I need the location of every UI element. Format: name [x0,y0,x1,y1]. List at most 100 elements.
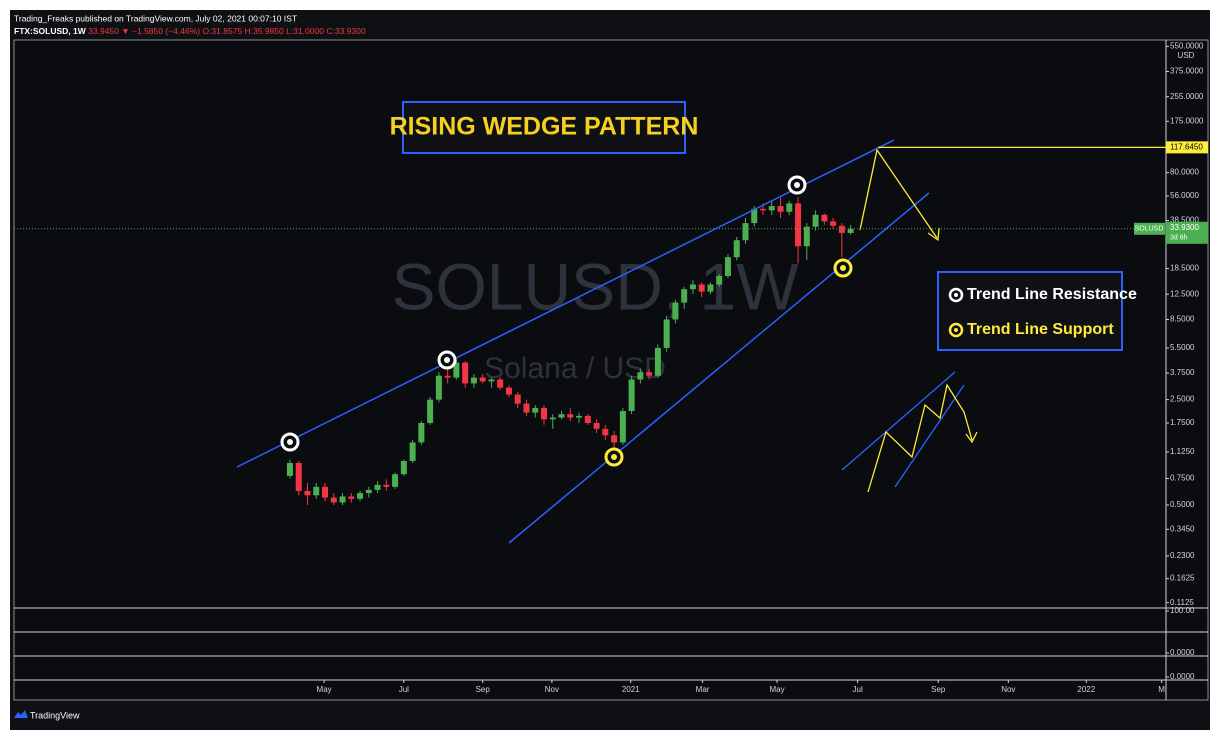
candle-body [479,377,486,382]
candle-body [742,223,749,241]
x-tick-label: Jul [399,685,409,694]
chart-title: RISING WEDGE PATTERN [390,113,699,141]
candle-body [295,462,302,491]
high: H:35.9850 [245,26,284,36]
publisher: Trading_Freaks published on TradingView.… [14,13,297,23]
candle-body [400,460,407,475]
low: L:31.0000 [286,26,324,36]
resistance-line [236,139,895,468]
y-tick-label: 550.0000 [1170,41,1204,50]
candle-body [453,362,460,378]
y-tick-label: 2.5000 [1170,395,1195,404]
candle-body [505,387,512,395]
y-tick-label: 12.5000 [1170,289,1199,298]
y-tick-label: 5.5000 [1170,343,1195,352]
resistance-touch [787,175,807,195]
symbol-tag [1134,222,1165,235]
candle-body [392,474,399,487]
y-tick-label: 0.1625 [1170,574,1195,583]
candle-body [707,284,714,292]
candle-body [654,347,661,376]
y-tick-label: 0.2300 [1170,551,1195,560]
candle-body [409,442,416,461]
y-tick-label: 0.5000 [1170,500,1195,509]
y-tick-label: 1.1250 [1170,447,1195,456]
candle-body [558,414,565,418]
x-tick-label: M [1158,685,1165,694]
candle-body [427,399,434,423]
pane-tick-label: 0.0000 [1170,648,1195,657]
x-tick-label: Jul [853,685,863,694]
price-unit: USD [1178,51,1195,60]
y-tick-label: 1.7500 [1170,418,1195,427]
candle-body [576,415,583,418]
candle-body [357,493,364,499]
target-tag [1166,141,1208,154]
x-tick-label: Nov [545,685,559,694]
candle-body [838,225,845,233]
close: C:33.9300 [326,26,365,36]
candle-body [313,486,320,496]
footer-brand: TradingView [30,710,80,720]
candle-body [584,415,591,423]
symbol: FTX:SOLUSD, 1W [14,26,87,36]
candle-body [786,203,793,212]
y-tick-label: 3.7500 [1170,368,1195,377]
candle-body [304,490,311,496]
x-tick-label: Nov [1001,685,1015,694]
last-price-tag [1166,221,1208,244]
arrow-head [927,227,940,242]
y-tick-label: 0.7500 [1170,474,1195,483]
candle-body [602,428,609,436]
watermark-subtitle: Solana / USD [484,352,666,385]
footer: TradingView [14,710,80,720]
pane-tick-label: 100.00 [1170,606,1195,615]
candle-body [724,257,731,277]
x-tick-label: Sep [931,685,946,694]
candle-body [374,484,381,490]
candle-body [619,411,626,443]
candle-body [462,362,469,384]
candle-body [470,377,477,384]
legend-entry: Trend Line Support [967,321,1114,338]
candle-body [383,484,390,487]
open: O:31.8575 [202,26,242,36]
candle-body [768,206,775,211]
candle-body [497,379,504,388]
candle-body [593,422,600,429]
candle-body [821,214,828,222]
legend-box [937,271,1123,351]
support-touch [833,258,853,278]
symbol-tag-label: SOLUSD [1135,226,1164,233]
projection-arrow [859,148,938,239]
candle-body [751,208,758,224]
x-tick-label: Mar [696,685,710,694]
y-tick-label: 56.0000 [1170,191,1199,200]
y-tick-label: 175.0000 [1170,116,1204,125]
y-tick-label: 255.0000 [1170,92,1204,101]
candle-body [716,276,723,285]
candle-body [760,208,767,211]
logo [14,710,28,718]
wedge-annotations [236,139,978,544]
y-tick-label: 8.5000 [1170,315,1195,324]
candle-body [628,379,635,412]
y-tick-label: 375.0000 [1170,67,1204,76]
resistance-touch [437,350,457,370]
last-price-label: 33.9300 [1170,223,1199,232]
last-change: 33.9450 ▼ −1.5850 (−4.46%) [88,26,200,36]
candle-body [672,302,679,320]
legend-icon [948,287,964,303]
resistance-touch [280,432,300,452]
target-label: 117.6450 [1170,142,1203,151]
candle-body [435,375,442,400]
candle-body [698,284,705,292]
mini-zigzag [867,383,973,493]
candle-body [321,486,328,498]
candle-body [330,497,337,503]
x-tick-label: May [769,685,784,694]
watermark: SOLUSD, 1W [391,249,799,323]
candle-body [611,435,618,443]
